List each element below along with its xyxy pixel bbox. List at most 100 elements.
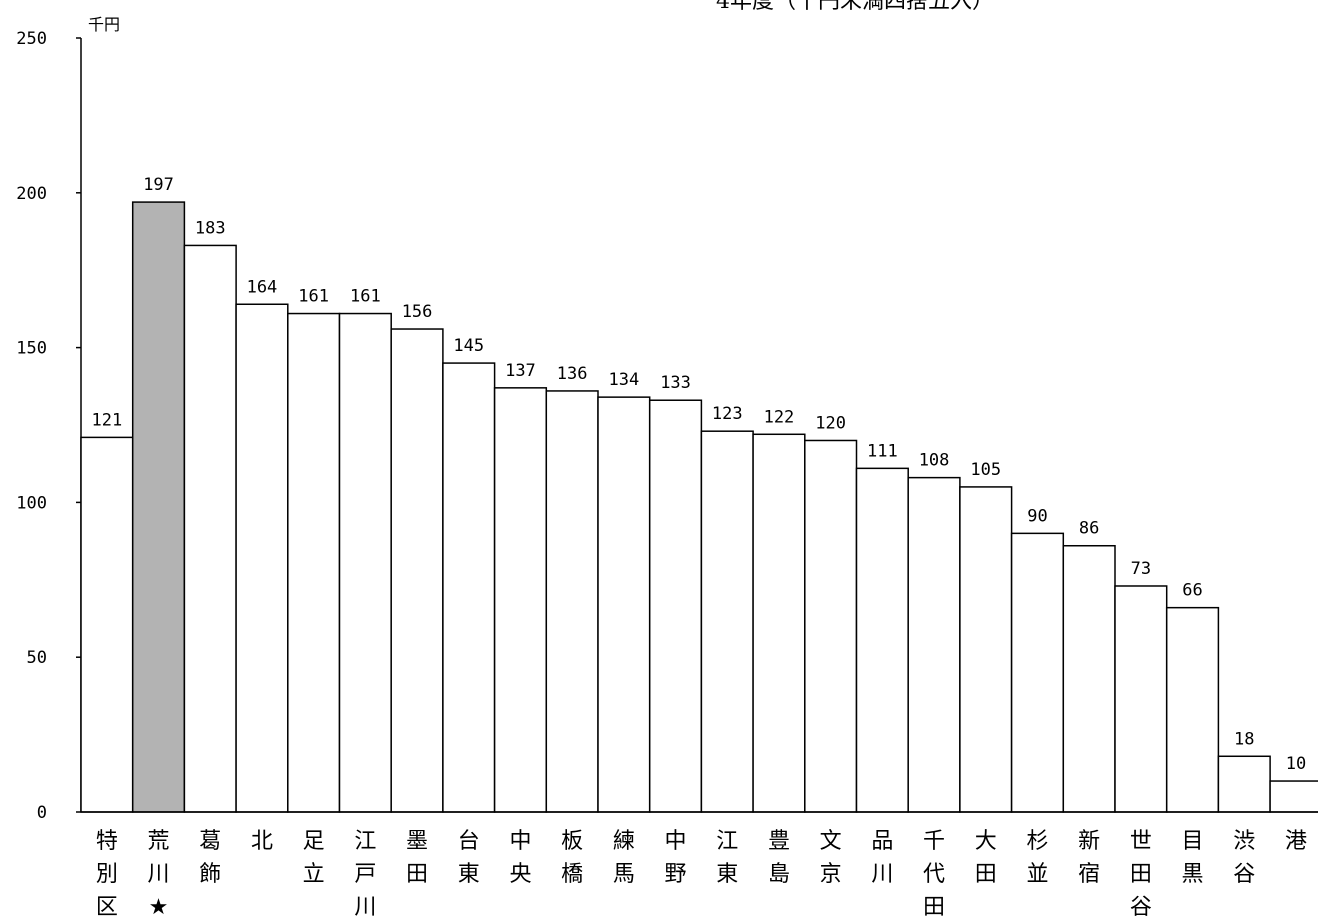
bar-value-label: 161	[350, 287, 381, 307]
y-tick-label: 150	[16, 339, 47, 359]
bar-value-label: 136	[557, 364, 588, 384]
category-label: 文	[820, 829, 842, 854]
bar	[545, 390, 599, 813]
category-label: 港	[1285, 829, 1307, 854]
category-label: 江	[716, 829, 738, 854]
category-label: 江	[354, 829, 376, 854]
bar	[131, 201, 186, 813]
bar	[493, 387, 548, 813]
bars-group: 121 197 183 164 161 161 156 145 137 136 134 133 123 1…	[80, 175, 1318, 813]
y-tick-label: 250	[16, 29, 47, 49]
category-label: 板	[561, 829, 583, 854]
bar	[855, 467, 909, 813]
category-label: 北	[251, 829, 273, 854]
category-label: 荒	[148, 829, 170, 854]
bar	[80, 436, 134, 813]
bar-value-label: 123	[712, 404, 743, 424]
bar-value-label: 108	[919, 451, 950, 471]
y-tick-label: 100	[16, 493, 47, 513]
bar	[1217, 755, 1271, 813]
chart-title: 4年度（千円未満四捨五入）	[716, 0, 994, 14]
category-label: 島	[768, 862, 790, 887]
category-label: 田	[1130, 862, 1152, 887]
category-label: 川	[148, 862, 170, 887]
category-label: 豊	[768, 829, 790, 854]
bar-value-label: 86	[1079, 519, 1099, 539]
category-label: 杉	[1026, 829, 1048, 854]
category-label: 東	[716, 862, 738, 887]
bar-value-label: 73	[1131, 559, 1151, 579]
bar	[804, 439, 858, 813]
bar-value-label: 120	[815, 413, 846, 433]
category-label: 並	[1026, 862, 1048, 887]
bar	[390, 328, 444, 813]
category-label: 立	[303, 862, 325, 887]
category-label: 京	[820, 862, 842, 887]
category-label: ★	[149, 895, 169, 920]
bar	[1010, 532, 1065, 813]
category-label: 野	[665, 862, 687, 887]
category-label: 黒	[1182, 862, 1204, 887]
bar	[1062, 544, 1116, 813]
category-label: 谷	[1233, 862, 1255, 887]
category-label: 飾	[199, 862, 221, 887]
bar	[287, 312, 341, 813]
bar	[442, 362, 496, 813]
category-label: 千	[923, 829, 945, 854]
category-label: 代	[923, 862, 945, 887]
category-label: 戸	[354, 862, 376, 887]
bar	[752, 433, 806, 813]
bar-value-label: 145	[453, 336, 484, 356]
bar-value-label: 105	[970, 460, 1001, 480]
y-tick-label: 50	[27, 648, 47, 668]
category-label: 川	[354, 895, 376, 920]
category-label: 中	[509, 829, 531, 854]
bar-value-label: 18	[1234, 729, 1254, 749]
category-label: 目	[1182, 829, 1204, 854]
category-label: 宿	[1078, 862, 1100, 887]
bar-value-label: 111	[867, 441, 898, 461]
bar-value-label: 121	[91, 410, 122, 430]
bar-value-label: 133	[660, 373, 691, 393]
category-label: 墨	[406, 829, 428, 854]
bar-value-label: 161	[298, 287, 329, 307]
bar-value-label: 134	[608, 370, 639, 390]
category-label: 品	[871, 829, 893, 854]
category-label: 世	[1130, 829, 1152, 854]
bar	[1269, 780, 1318, 813]
y-tick-label: 200	[16, 184, 47, 204]
bar-value-label: 66	[1182, 581, 1202, 601]
category-label: 台	[458, 829, 480, 854]
category-label: 中	[665, 829, 687, 854]
bar-value-label: 156	[402, 302, 433, 322]
category-label: 区	[96, 895, 118, 920]
bar-value-label: 164	[247, 277, 278, 297]
category-label: 央	[509, 862, 531, 887]
bar	[1165, 606, 1220, 813]
category-label: 渋	[1233, 829, 1255, 854]
category-label: 橋	[561, 862, 583, 887]
bar	[700, 430, 754, 813]
y-axis-unit-label: 千円	[88, 15, 120, 34]
bar-value-label: 183	[195, 218, 226, 238]
category-label: 大	[975, 829, 997, 854]
bar	[648, 399, 703, 813]
category-label: 特	[96, 829, 118, 854]
category-label: 谷	[1130, 895, 1152, 920]
category-label: 馬	[613, 862, 635, 887]
bar-value-label: 90	[1027, 506, 1047, 526]
bar	[338, 312, 392, 813]
y-tick-label: 0	[37, 803, 47, 823]
category-label: 東	[458, 862, 480, 887]
bar	[1114, 585, 1168, 813]
category-label: 葛	[199, 829, 221, 854]
bar	[183, 244, 237, 813]
bar	[959, 486, 1013, 813]
bar-value-label: 197	[143, 175, 174, 195]
category-label: 田	[923, 895, 945, 920]
bar	[597, 396, 651, 813]
bar	[235, 303, 289, 813]
category-label: 別	[96, 862, 118, 887]
category-label: 新	[1078, 829, 1100, 854]
